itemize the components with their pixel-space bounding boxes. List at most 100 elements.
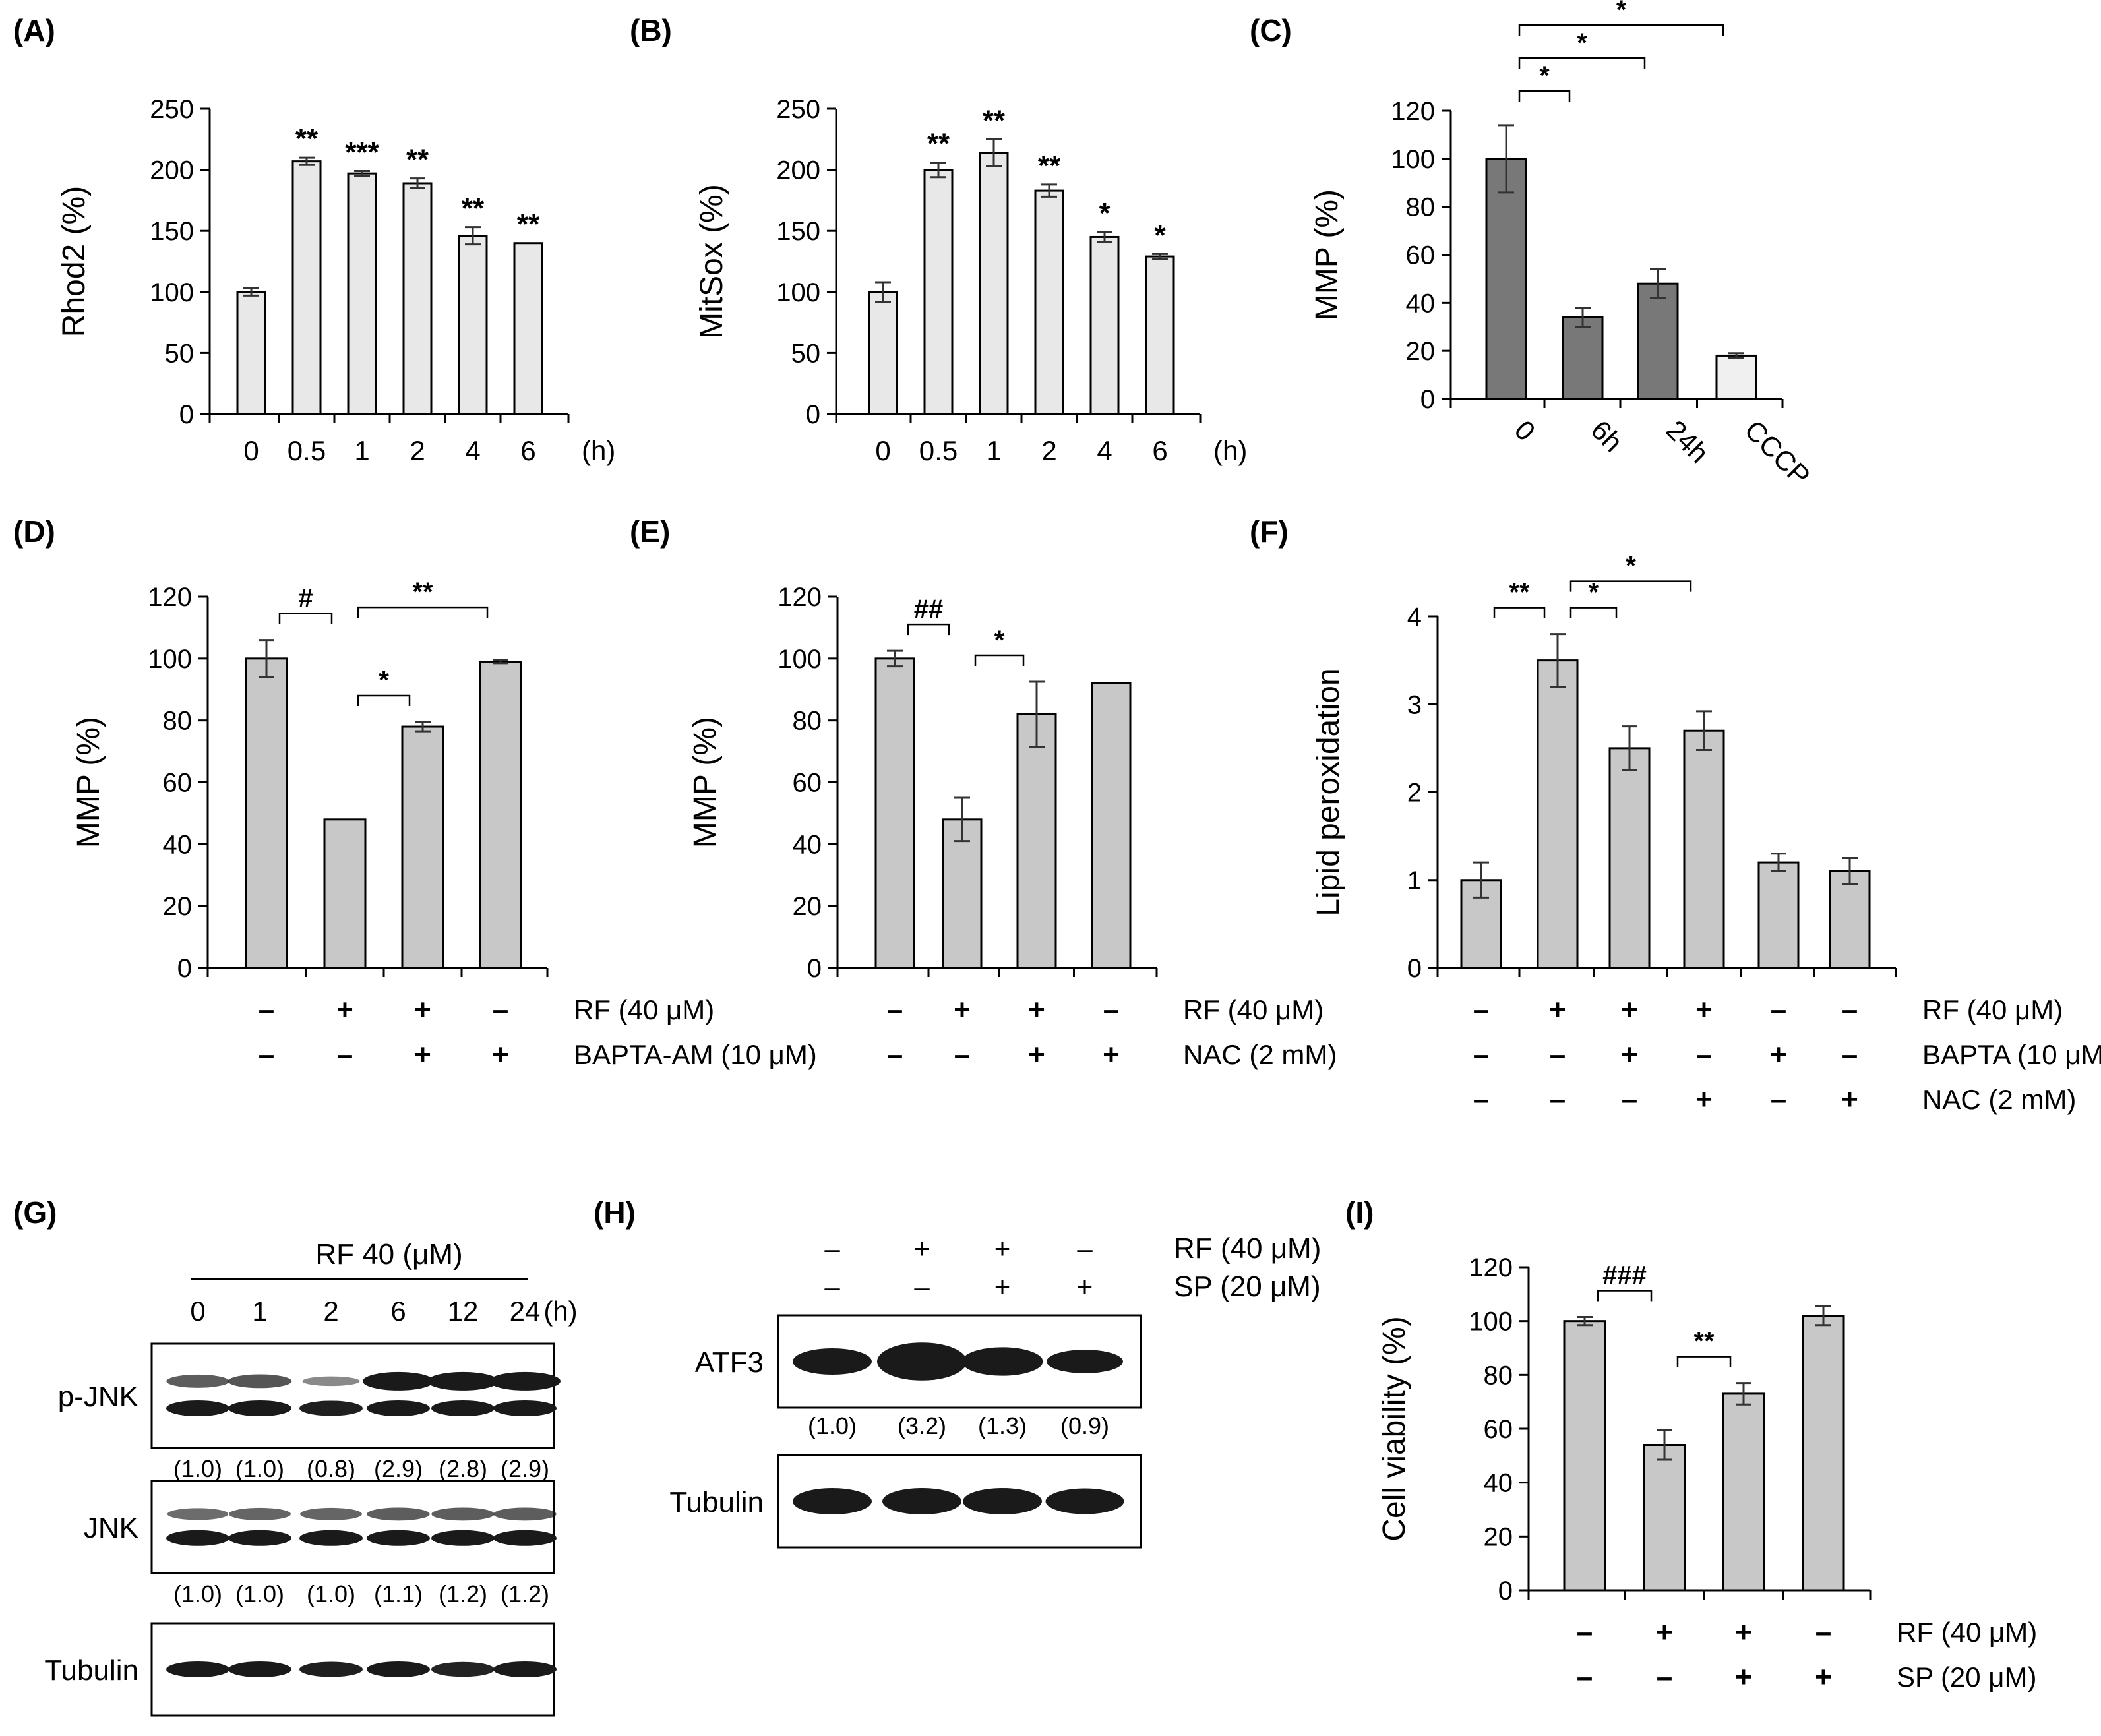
panel-label-H: (H) [594, 1195, 636, 1230]
y-tick-label: 40 [793, 830, 822, 859]
y-tick-label: 40 [1406, 289, 1436, 318]
x-tick-label: 0 [1509, 414, 1542, 447]
blot-band [431, 1507, 495, 1521]
comparison-label: ### [1602, 1261, 1647, 1290]
y-tick-label: 20 [163, 892, 193, 921]
y-axis-label: Lipid peroxidation [1311, 668, 1346, 916]
blot-band [299, 1400, 363, 1416]
blot-band [166, 1374, 229, 1388]
blot-quant-label: (2.9) [374, 1455, 423, 1482]
condition-sign: + [1028, 994, 1045, 1026]
blot-band [1047, 1350, 1123, 1373]
y-tick-label: 20 [793, 892, 822, 921]
blot-band [493, 1530, 557, 1546]
y-tick-label: 60 [163, 769, 193, 798]
y-tick-label: 80 [1484, 1361, 1513, 1390]
bar [1829, 870, 1871, 969]
y-tick-label: 200 [150, 156, 194, 185]
comparison-label: * [1616, 0, 1627, 24]
significance-mark: ** [295, 123, 319, 155]
blot-band [882, 1488, 961, 1514]
bar [1034, 189, 1064, 415]
comparison-bracket [278, 613, 333, 624]
condition-sign: – [1550, 1038, 1566, 1071]
significance-mark: * [1099, 197, 1111, 229]
blot-band [166, 1400, 229, 1416]
condition-sign: + [1028, 1038, 1045, 1071]
bar [1145, 255, 1175, 415]
condition-sign: + [1695, 994, 1713, 1026]
blot-quant-label: (1.0) [808, 1412, 857, 1439]
y-tick-label: 0 [177, 954, 192, 983]
western-blot-atf3: – + + – RF (40 μM) – – + + SP (20 μM) ATF3 (1.0) (3.… [669, 1232, 1321, 1549]
bar [923, 169, 954, 415]
panel-label-E: (E) [630, 514, 670, 549]
comparison-label: * [994, 626, 1005, 655]
comparison-label: ** [1509, 578, 1530, 607]
condition-label: SP (20 μM) [1174, 1271, 1321, 1303]
blot-band [166, 1661, 229, 1677]
y-tick-label: 100 [150, 278, 194, 307]
y-tick-label: 120 [777, 583, 822, 612]
chart-mmp-bapta: 0 20 40 60 80 100 120 MMP (%) – + + – RF (40 μM) – – + +… [71, 578, 817, 1071]
condition-sign: – [1622, 1083, 1637, 1116]
x-tick-label: 4 [1097, 435, 1112, 466]
y-tick-label: 20 [1406, 337, 1436, 366]
blot-quant-label: (1.0) [173, 1580, 222, 1607]
condition-label: BAPTA (10 μM) [1922, 1039, 2101, 1070]
condition-sign: + [1621, 1038, 1638, 1071]
x-tick-label: 6h [1585, 414, 1629, 458]
blot-band [431, 1400, 495, 1416]
panel-label-B: (B) [630, 13, 672, 47]
blot-quant-label: (1.0) [235, 1580, 284, 1607]
bar [1683, 729, 1725, 969]
bar [1091, 682, 1132, 969]
bar [979, 152, 1009, 415]
condition-sign: + [1770, 1038, 1787, 1071]
blot-row-label: ATF3 [695, 1346, 764, 1379]
lane-label: 1 [252, 1296, 267, 1327]
condition-sign: – [887, 1038, 903, 1071]
y-tick-label: 0 [807, 954, 822, 983]
comparison-label: * [1539, 61, 1550, 90]
y-axis-label: Cell viability (%) [1377, 1316, 1412, 1541]
condition-sign: – [1577, 1616, 1593, 1648]
condition-sign: – [1657, 1661, 1672, 1693]
significance-mark: *** [345, 136, 379, 168]
bar [1757, 861, 1800, 969]
comparison-bracket [907, 623, 950, 636]
bar [1715, 354, 1757, 400]
x-tick-label: 0 [243, 435, 259, 466]
bar [1485, 158, 1527, 400]
y-axis-label: MMP (%) [688, 717, 723, 848]
comparison-bracket [1518, 57, 1646, 69]
condition-sign: – [824, 1271, 840, 1302]
condition-sign: + [336, 994, 353, 1026]
condition-label: RF (40 μM) [1922, 994, 2063, 1025]
condition-sign: + [1656, 1616, 1673, 1648]
condition-sign: – [259, 994, 274, 1026]
y-tick-label: 50 [791, 339, 821, 368]
blot-band [367, 1530, 430, 1546]
lane-label: 24 [510, 1296, 541, 1327]
y-axis-label: MMP (%) [71, 717, 106, 848]
blot-band [167, 1508, 229, 1520]
bar [479, 661, 522, 969]
condition-sign: + [1735, 1661, 1752, 1693]
y-tick-label: 0 [806, 400, 820, 429]
condition-sign: – [1077, 1233, 1093, 1264]
condition-sign: – [1771, 994, 1786, 1026]
blot-band [489, 1371, 561, 1391]
blot-quant-label: (1.0) [173, 1455, 222, 1482]
lane-unit-label: (h) [543, 1296, 577, 1327]
condition-label: NAC (2 mM) [1183, 1039, 1337, 1070]
blot-quant-label: (1.3) [978, 1412, 1027, 1439]
bar [1016, 713, 1057, 969]
blot-quant-label: (1.0) [307, 1580, 355, 1607]
condition-sign: – [259, 1038, 274, 1071]
condition-sign: + [1103, 1038, 1120, 1071]
bar [1460, 879, 1502, 969]
blot-band [229, 1507, 291, 1520]
y-tick-label: 100 [776, 278, 820, 307]
